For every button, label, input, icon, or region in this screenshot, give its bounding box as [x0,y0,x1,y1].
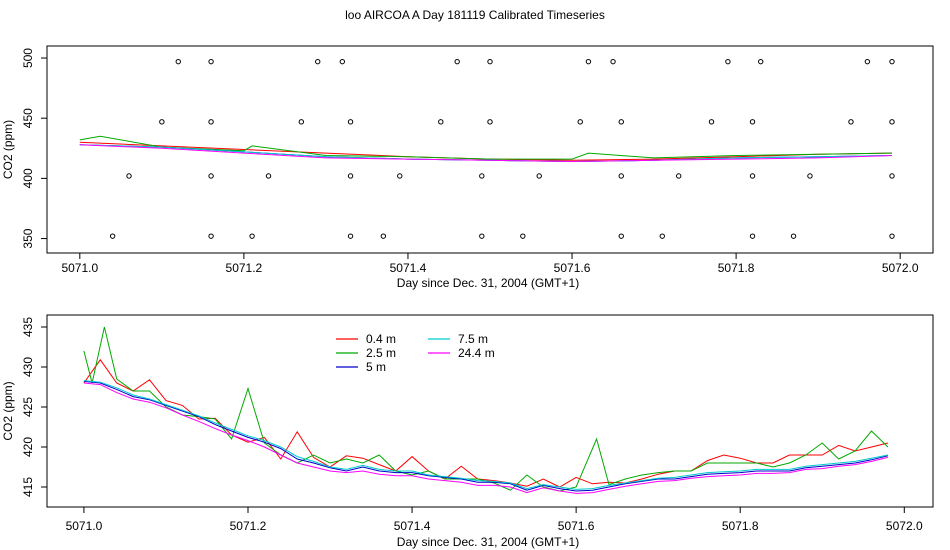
plot-frame [46,314,934,508]
y-tick-label: 350 [21,228,35,248]
x-tick-label: 5071.8 [722,519,759,533]
y-tick-label: 420 [21,437,35,457]
data-point [675,173,682,179]
y-axis-label: CO2 (ppm) [1,381,15,440]
y-tick-label: 400 [21,168,35,188]
legend: 0.4 m2.5 m5 m 7.5 m24.4 m [336,332,495,374]
data-point [487,58,493,65]
data-point [298,119,305,125]
y-axis-label: CO2 (ppm) [1,120,15,179]
data-point [347,233,354,239]
data-point [487,119,493,125]
data-point [208,58,214,65]
data-point [807,173,813,179]
data-point [889,233,895,239]
data-point [126,173,132,179]
y-tick-label: 450 [21,108,35,128]
legend-label: 0.4 m [366,332,396,346]
x-tick-label: 5071.0 [66,519,103,533]
data-point [889,58,895,65]
data-point [380,233,387,239]
data-point [208,119,214,125]
data-point [520,233,526,239]
x-tick-label: 5072.0 [886,519,923,533]
data-point [315,58,321,65]
series-line-0-4-m [83,358,889,488]
lower-panel: 5071.0 5071.2 5071.4 5071.6 5071.8 5072.0 415 4… [1,314,934,549]
data-point [347,173,354,179]
data-point [339,58,346,65]
data-point [208,233,214,239]
data-point [536,173,542,179]
data-point [659,233,665,239]
data-point [347,119,354,125]
x-tick-label: 5071.6 [554,261,591,275]
upper-panel: 5071.0 5071.2 5071.4 5071.6 5071.8 5072.0 350 4… [1,45,934,290]
data-point [618,173,624,179]
x-tick-label: 5071.4 [394,519,431,533]
legend-label: 24.4 m [458,346,495,360]
data-point [848,119,854,125]
series-line-7-5-m [83,380,888,490]
data-point [175,58,181,65]
series-line-5-m [83,380,889,492]
data-point [758,58,764,65]
x-axis-label: Day since Dec. 31, 2004 (GMT+1) [397,535,579,549]
data-point [889,173,895,179]
x-axis-label: Day since Dec. 31, 2004 (GMT+1) [397,276,579,290]
y-tick-label: 425 [21,397,35,417]
data-point [479,173,485,179]
data-point [889,119,895,125]
series-line-24-4-m [83,382,889,494]
y-tick-label: 500 [21,48,35,68]
data-point [864,58,871,65]
data-point [577,119,583,125]
data-point [725,58,731,65]
data-point [790,233,797,239]
data-point [438,119,444,125]
data-point [454,58,460,65]
plot-frame [46,45,934,254]
x-tick-label: 5071.4 [390,261,427,275]
x-tick-label: 5071.0 [61,261,98,275]
data-point [265,173,272,179]
data-point [208,173,214,179]
x-tick-label: 5071.8 [718,261,755,275]
series-line-24-4-m [79,144,893,163]
y-tick-label: 430 [21,357,35,377]
data-point [749,233,756,239]
x-tick-label: 5071.6 [558,519,595,533]
data-point [749,119,756,125]
data-point [249,233,255,239]
data-point [708,119,715,125]
chart-title: loo AIRCOA A Day 181119 Calibrated Times… [345,8,605,22]
data-point [397,173,403,179]
data-point [159,119,165,125]
series-line-2-5-m [83,326,889,492]
legend-label: 2.5 m [366,346,396,360]
data-point [618,119,624,125]
legend-label: 7.5 m [458,332,488,346]
legend-label: 5 m [366,360,386,374]
data-point [109,233,116,239]
x-tick-label: 5072.0 [882,261,919,275]
x-tick-label: 5071.2 [230,519,267,533]
data-point [610,58,616,65]
y-tick-label: 415 [21,477,35,497]
data-point [749,173,756,179]
x-tick-label: 5071.2 [226,261,263,275]
data-point [585,58,592,65]
y-tick-label: 435 [21,317,35,337]
data-point [618,233,624,239]
data-point [479,233,485,239]
